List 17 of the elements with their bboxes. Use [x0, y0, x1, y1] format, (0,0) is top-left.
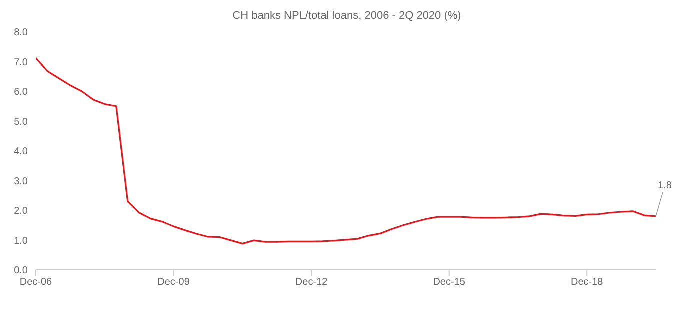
x-tick-label: Dec-09	[158, 277, 190, 288]
y-tick-label: 2.0	[14, 206, 28, 218]
y-tick-label: 8.0	[14, 28, 28, 39]
y-tick-label: 1.0	[14, 236, 28, 247]
x-tick-label: Dec-12	[295, 277, 328, 288]
y-tick-label: 5.0	[14, 116, 28, 128]
y-tick-label: 0.0	[14, 266, 28, 277]
y-tick-label: 7.0	[14, 57, 28, 68]
y-tick-label: 6.0	[14, 87, 28, 98]
y-tick-label: 4.0	[14, 146, 28, 158]
line-series	[36, 57, 656, 245]
x-tick-label: Dec-15	[433, 277, 466, 288]
chart-title: CH banks NPL/total loans, 2006 - 2Q 2020 (%)	[232, 10, 462, 22]
annotation: 1.8	[658, 180, 672, 192]
x-tick-label: Dec-06	[20, 277, 53, 288]
x-tick-label: Dec-18	[570, 277, 604, 288]
y-tick-label: 3.0	[14, 176, 28, 188]
